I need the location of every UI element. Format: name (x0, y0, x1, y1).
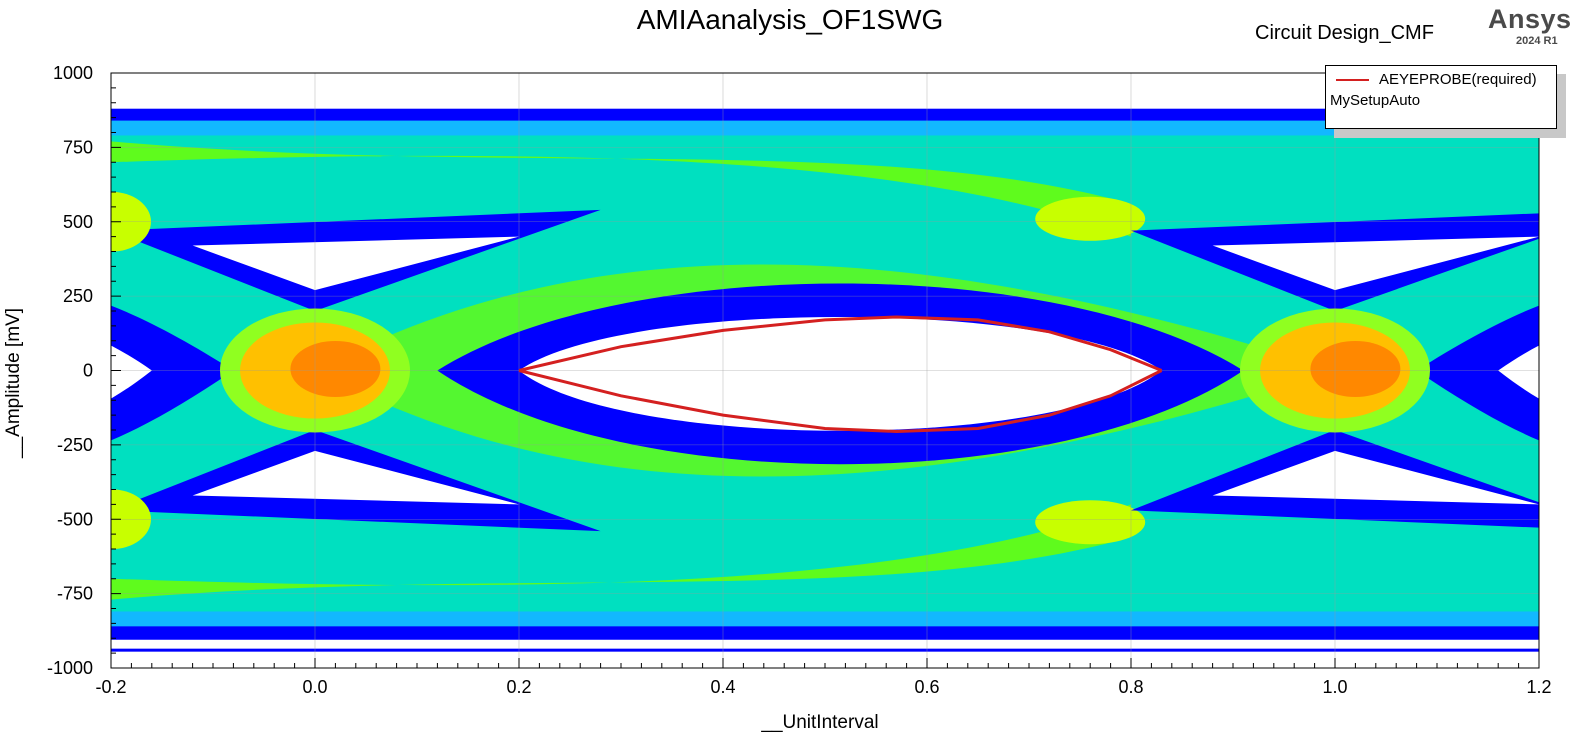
density-transition (111, 141, 1131, 237)
y-tick-label: 0 (83, 361, 93, 381)
y-tick-label: -250 (57, 435, 93, 455)
x-tick-label: 1.2 (1526, 677, 1551, 697)
eye-contour-lower (518, 369, 1163, 433)
triangle-lower-left-opening (192, 450, 519, 505)
triangle-upper-right-opening (1212, 236, 1539, 291)
eye-left-opening (111, 345, 152, 399)
x-tick-label: 0.4 (710, 677, 735, 697)
density-transition (111, 504, 1131, 600)
eye-left-rim (111, 305, 234, 441)
legend-swatch (1336, 79, 1369, 81)
legend-setup-label: MySetupAuto (1330, 92, 1421, 109)
density-bottom-trace (111, 648, 1539, 652)
x-tick-label: -0.2 (95, 677, 126, 697)
y-axis-label: __Amplitude [mV] (3, 308, 24, 458)
crossing-peak (290, 341, 381, 398)
design-name: Circuit Design_CMF (1255, 22, 1434, 44)
triangle-lower-right-opening (1212, 450, 1539, 505)
y-tick-label: 1000 (53, 63, 93, 83)
x-tick-label: 0.0 (302, 677, 327, 697)
y-tick-label: -500 (57, 509, 93, 529)
x-axis-label: __UnitInterval (761, 712, 879, 733)
density-hotspot (1035, 196, 1146, 241)
crossing-peak (1310, 341, 1401, 398)
x-tick-label: 0.6 (914, 677, 939, 697)
axes: -0.2 0.0 0.2 0.4 0.6 0.8 1.0 1.2 -1000 -750 -500 -2… (47, 63, 1552, 697)
eye-contour-upper (518, 315, 1163, 372)
y-tick-label: 750 (63, 137, 93, 157)
y-tick-label: 500 (63, 212, 93, 232)
x-tick-label: 1.0 (1322, 677, 1347, 697)
legend[interactable]: AEYEPROBE(required) MySetupAuto (1325, 65, 1557, 129)
y-tick-label: 250 (63, 286, 93, 306)
y-tick-label: -750 (57, 584, 93, 604)
eye-right-opening (1498, 345, 1539, 399)
triangle-upper-left-opening (192, 236, 519, 291)
x-tick-label: 0.8 (1118, 677, 1143, 697)
x-tick-label: 0.2 (506, 677, 531, 697)
brand-version: 2024 R1 (1516, 35, 1558, 47)
brand-logo: Ansys (1488, 4, 1572, 34)
legend-series-label: AEYEPROBE(required) (1379, 71, 1537, 88)
eye-right-rim (1416, 305, 1539, 441)
eye-center-opening (519, 316, 1162, 431)
y-tick-label: -1000 (47, 658, 93, 678)
chart-title: AMIAanalysis_OF1SWG (636, 4, 944, 35)
eye-contour (518, 315, 1163, 433)
density-hotspot (1035, 500, 1146, 545)
